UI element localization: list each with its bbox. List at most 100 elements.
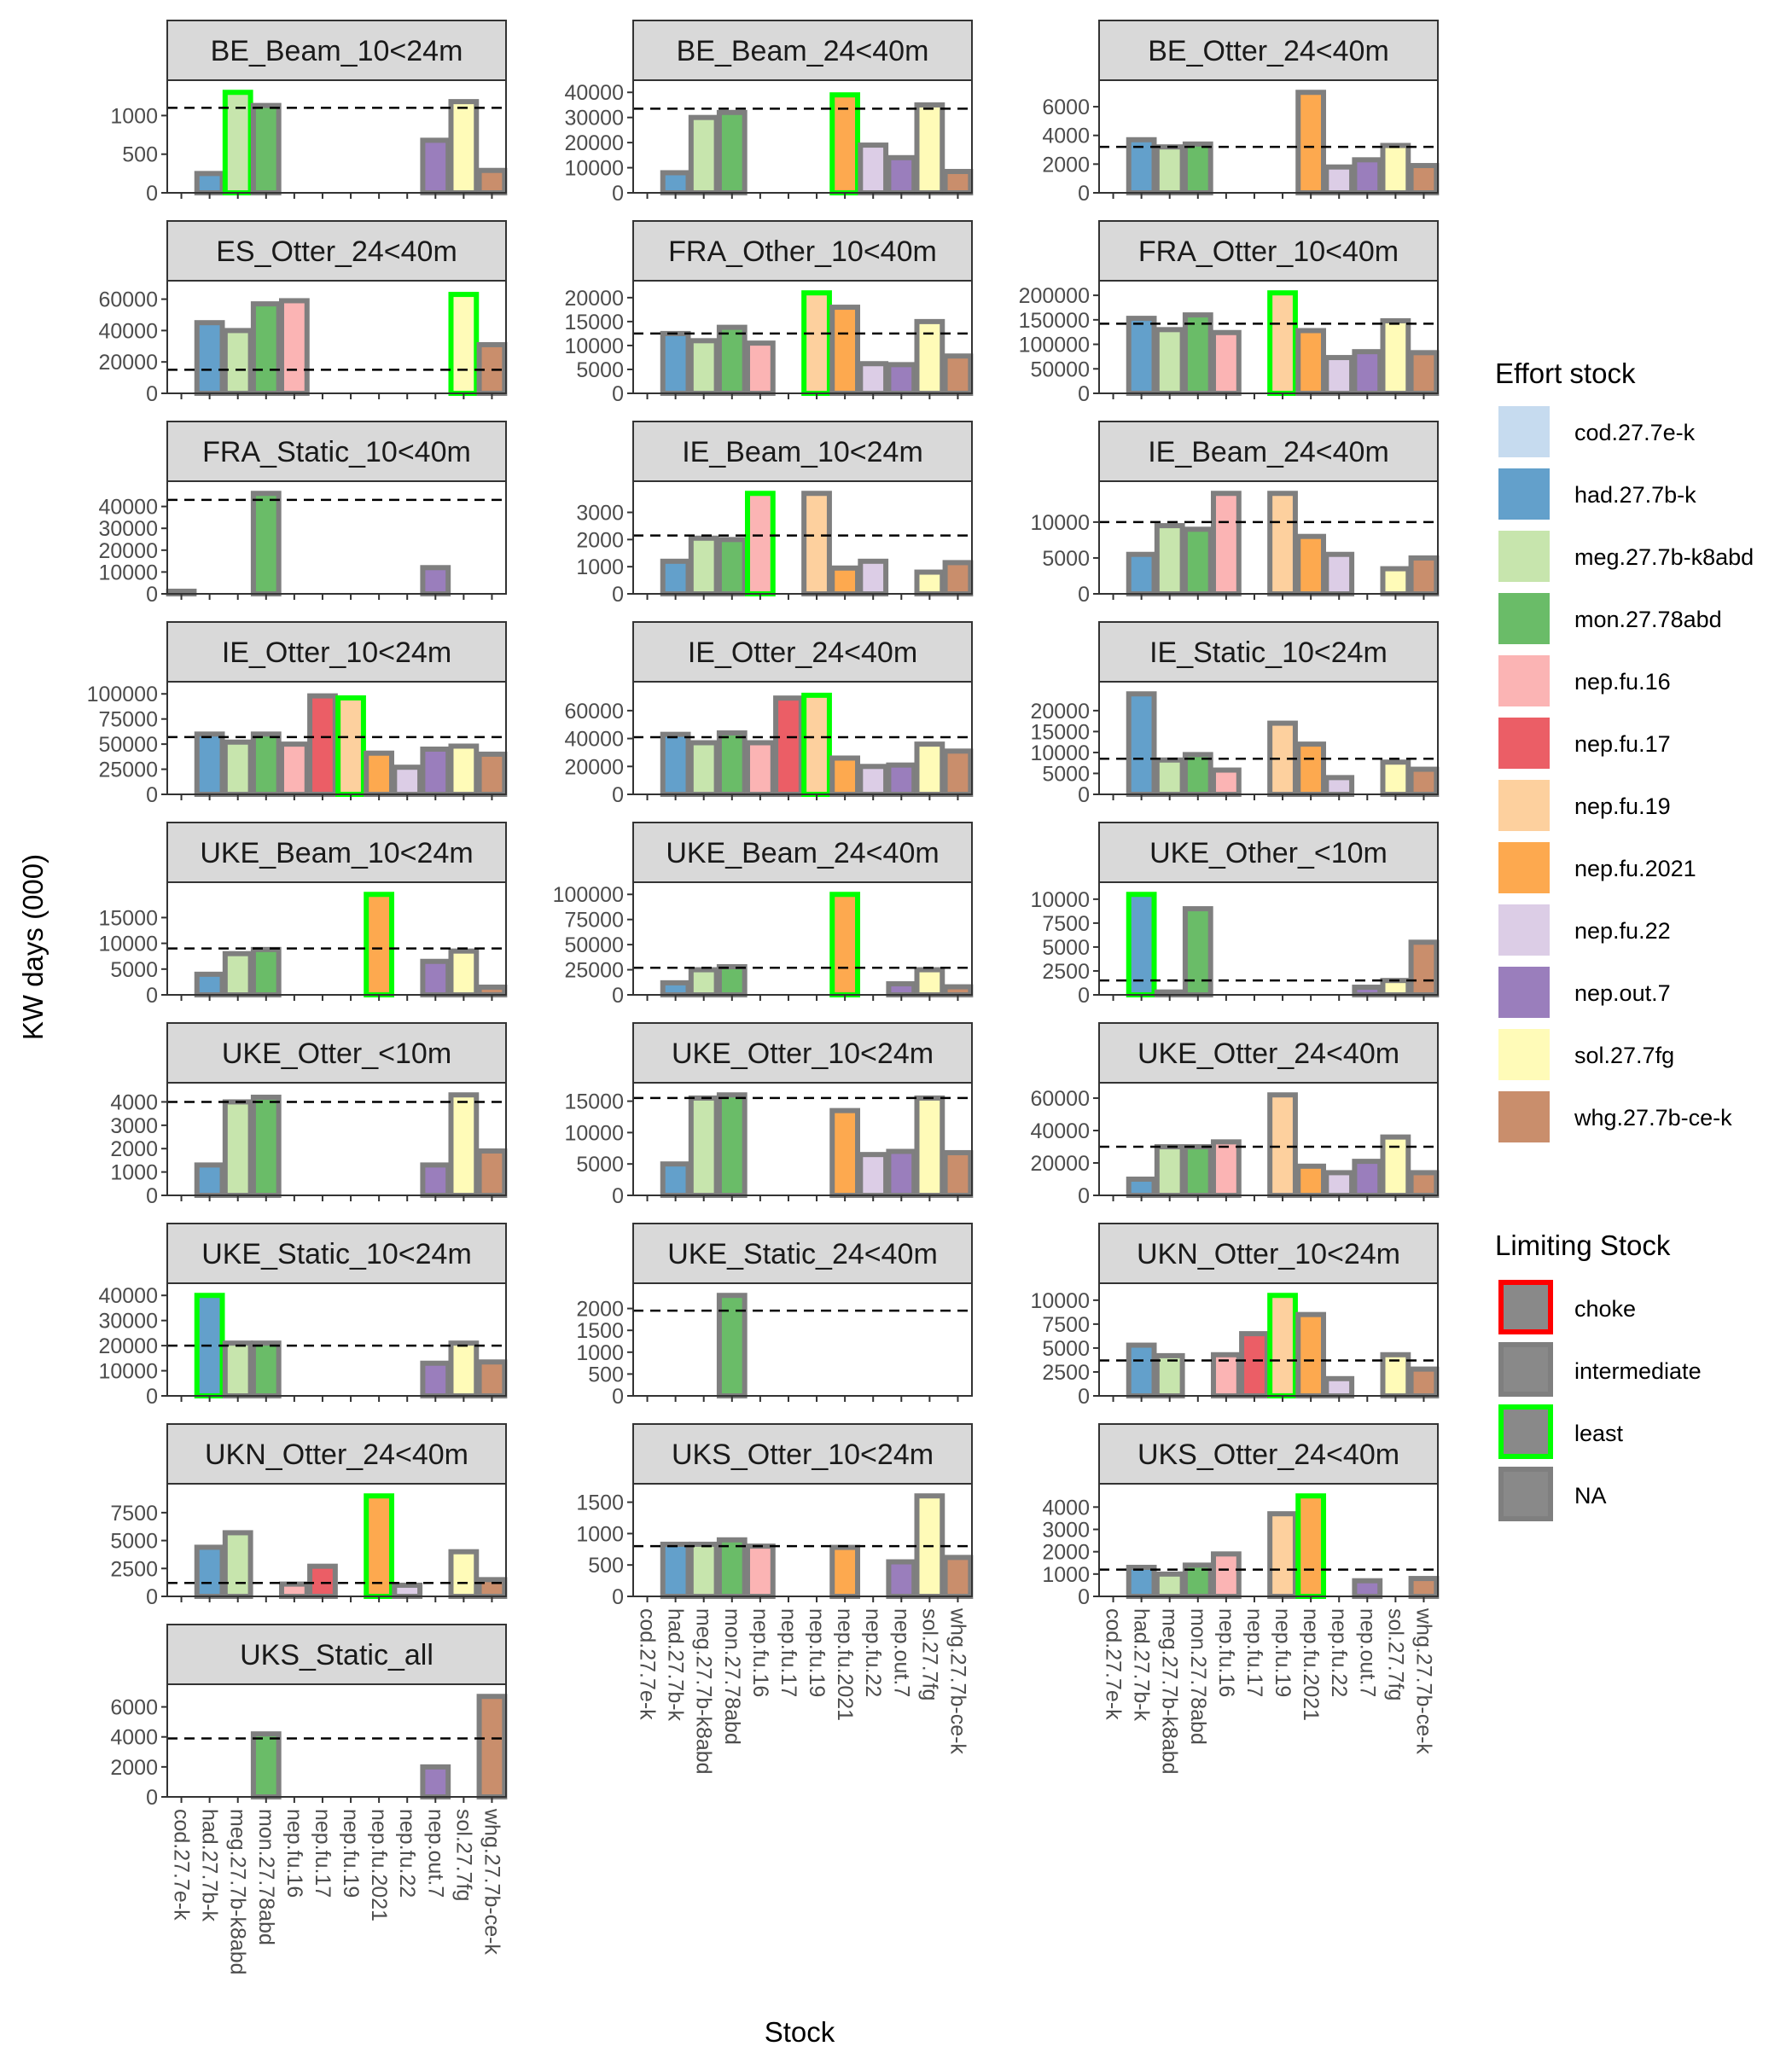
x-tick-label: nep.out.7 xyxy=(889,1608,913,1697)
x-tick-label: had.27.7b-k xyxy=(198,1809,222,1922)
bar-mon.27.78abd xyxy=(716,324,748,397)
legend-effort-title: Effort stock xyxy=(1495,358,1636,389)
legend-swatch-whg.27.7b-ce-k xyxy=(1498,1091,1550,1142)
y-tick-label: 20000 xyxy=(564,287,624,311)
x-tick-label: nep.fu.17 xyxy=(311,1809,335,1898)
bar-sol.27.7fg xyxy=(448,99,480,195)
y-tick-label: 0 xyxy=(146,984,158,1008)
bar-mon.27.78abd xyxy=(250,301,282,396)
y-tick-label: 0 xyxy=(612,1184,624,1208)
x-tick-label: meg.27.7b-k8abd xyxy=(226,1809,250,1975)
y-tick-label: 50000 xyxy=(564,933,624,957)
panel-frame xyxy=(632,1282,973,1397)
y-tick-label: 20000 xyxy=(98,1334,158,1358)
y-tick-label: 0 xyxy=(146,583,158,607)
y-tick-label: 0 xyxy=(146,1585,158,1609)
bar-whg.27.7b-ce-k xyxy=(942,168,974,195)
panel-22: UKS_Otter_10<24m 0 500 1000 1500 cod.27.7e-k h… xyxy=(576,1423,974,1775)
x-tick-label: nep.fu.16 xyxy=(282,1809,306,1898)
panel-frame xyxy=(166,480,507,595)
bar-nep.out.7 xyxy=(886,1148,917,1198)
y-tick-label: 2000 xyxy=(1042,153,1090,177)
bar-nep.fu.19 xyxy=(1267,1092,1298,1198)
bar-meg.27.7b-k8abd xyxy=(1154,1352,1185,1398)
bar-nep.fu.2021 xyxy=(829,565,861,597)
bar-nep.fu.19 xyxy=(1267,1511,1298,1600)
bar-whg.27.7b-ce-k xyxy=(1408,939,1440,997)
y-tick-label: 1000 xyxy=(110,104,158,128)
y-tick-label: 20000 xyxy=(98,351,158,375)
legend-label-mon.27.78abd: mon.27.78abd xyxy=(1574,607,1722,632)
panel-title: UKE_Beam_24<40m xyxy=(666,837,939,869)
legend-swatch-nep.fu.19 xyxy=(1498,780,1550,831)
panel-frame xyxy=(1098,79,1439,194)
legend-label-nep.fu.19: nep.fu.19 xyxy=(1574,793,1671,819)
panel-title: UKE_Beam_10<24m xyxy=(200,837,473,869)
panel-frame xyxy=(166,79,507,194)
x-tick-label: nep.fu.16 xyxy=(1214,1608,1238,1697)
y-tick-label: 30000 xyxy=(564,107,624,131)
legend-swatch-intermediate xyxy=(1498,1342,1553,1397)
legend-swatch-choke xyxy=(1498,1280,1553,1334)
x-tick-label: nep.fu.22 xyxy=(861,1608,885,1697)
y-tick-label: 5000 xyxy=(1042,762,1090,786)
bar-nep.out.7 xyxy=(886,362,917,396)
panel-strip xyxy=(166,1223,507,1284)
y-tick-label: 2500 xyxy=(110,1557,158,1581)
x-tick-label: cod.27.7e-k xyxy=(170,1809,194,1921)
panel-title: FRA_Static_10<40m xyxy=(202,436,471,468)
bar-meg.27.7b-k8abd xyxy=(222,739,253,797)
bar-sol.27.7fg xyxy=(1380,566,1411,596)
legend-label-nep.fu.17: nep.fu.17 xyxy=(1574,731,1671,757)
legend-label-nep.fu.2021: nep.fu.2021 xyxy=(1574,856,1696,881)
y-tick-label: 15000 xyxy=(564,311,624,334)
x-tick-label: sol.27.7fg xyxy=(1383,1608,1407,1700)
y-tick-label: 60000 xyxy=(98,288,158,312)
panel-title: UKE_Otter_24<40m xyxy=(1137,1038,1399,1070)
panel-strip xyxy=(632,1423,973,1485)
panel-16: UKE_Otter_10<24m 0 5000 10000 15000 xyxy=(564,1022,974,1208)
bar-sol.27.7fg xyxy=(914,1095,945,1199)
bar-nep.out.7 xyxy=(886,981,917,997)
panel-frame xyxy=(166,280,507,394)
y-tick-label: 0 xyxy=(612,1385,624,1409)
bar-whg.27.7b-ce-k xyxy=(942,560,974,597)
panel-frame xyxy=(632,1082,973,1196)
y-tick-label: 100000 xyxy=(87,683,158,706)
bar-whg.27.7b-ce-k xyxy=(476,1359,508,1398)
x-tick-label: nep.fu.17 xyxy=(1242,1608,1266,1697)
panel-2: BE_Otter_24<40m 0 2000 4000 6000 xyxy=(1042,20,1440,206)
bar-sol.27.7fg xyxy=(1380,759,1411,798)
bar-nep.fu.2021 xyxy=(1295,1493,1327,1599)
panel-frame xyxy=(632,480,973,595)
panel-title: UKN_Otter_10<24m xyxy=(1137,1238,1400,1270)
bar-had.27.7b-k xyxy=(194,731,225,797)
panel-strip xyxy=(1098,220,1439,282)
panel-title: UKS_Otter_10<24m xyxy=(672,1439,934,1471)
bar-nep.fu.16 xyxy=(278,741,310,797)
bar-nep.fu.2021 xyxy=(1295,1163,1327,1199)
x-tick-label: mon.27.78abd xyxy=(1186,1608,1210,1745)
x-tick-label: mon.27.78abd xyxy=(720,1608,744,1745)
x-tick-label: nep.fu.2021 xyxy=(1299,1608,1323,1721)
bar-nep.out.7 xyxy=(1352,349,1383,396)
bar-nep.fu.16 xyxy=(744,340,776,396)
bar-nep.out.7 xyxy=(886,1559,917,1600)
x-tick-label: nep.fu.22 xyxy=(395,1809,419,1898)
panel-title: UKN_Otter_24<40m xyxy=(205,1439,468,1471)
y-tick-label: 1500 xyxy=(576,1491,624,1515)
legend-label-nep.fu.22: nep.fu.22 xyxy=(1574,918,1671,944)
bar-nep.fu.16 xyxy=(278,1581,310,1599)
bar-nep.fu.22 xyxy=(392,764,423,797)
bar-meg.27.7b-k8abd xyxy=(688,967,719,998)
bar-nep.fu.2021 xyxy=(829,92,861,195)
bar-meg.27.7b-k8abd xyxy=(222,950,253,998)
x-tick-label: nep.fu.19 xyxy=(805,1608,829,1697)
bar-nep.fu.16 xyxy=(1210,1352,1242,1399)
bar-sol.27.7fg xyxy=(448,948,480,997)
bar-sol.27.7fg xyxy=(1380,978,1411,997)
y-tick-label: 50000 xyxy=(1030,358,1090,381)
panel-title: IE_Beam_24<40m xyxy=(1148,436,1389,468)
y-tick-label: 1000 xyxy=(576,1341,624,1365)
